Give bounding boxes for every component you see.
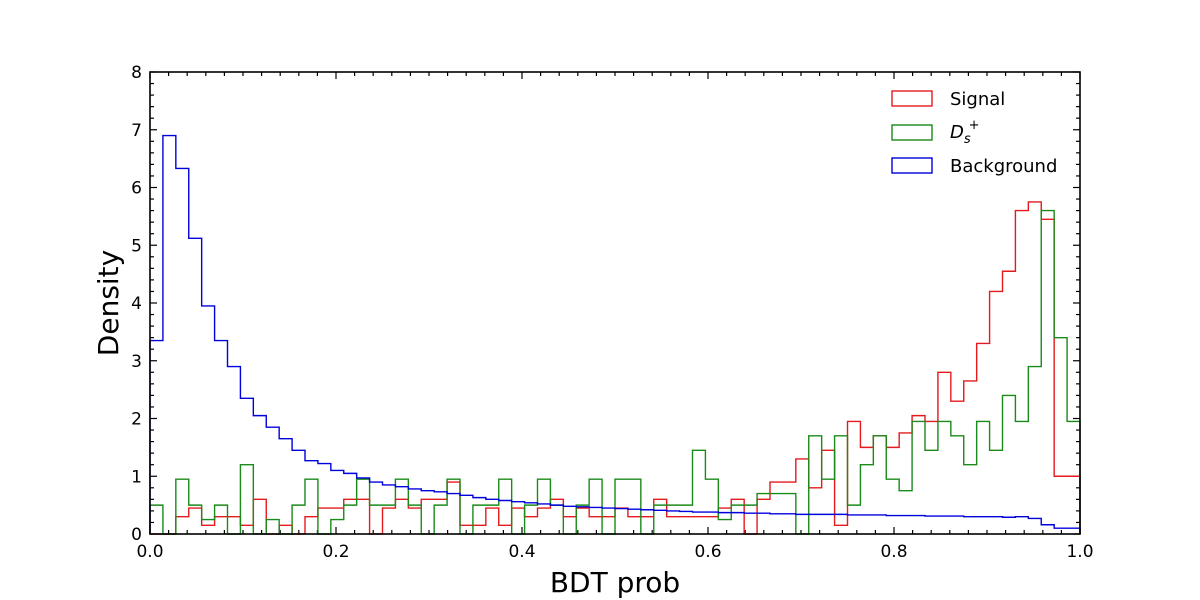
y-tick-label: 1: [131, 467, 142, 487]
y-tick-label: 7: [131, 121, 142, 141]
y-tick-label: 3: [131, 352, 142, 372]
series-background-step: [149, 134, 1081, 534]
legend-label-background: Background: [950, 156, 1057, 177]
series-ds--step: [149, 209, 1081, 535]
legend-label-signal: Signal: [950, 89, 1005, 110]
legend-swatch-ds: [891, 124, 933, 141]
x-tick-label: 0.6: [694, 542, 721, 562]
plot-background: [150, 72, 1080, 534]
y-tick-label: 4: [131, 294, 142, 314]
y-tick-label: 8: [131, 63, 142, 83]
legend-swatch-background: [891, 157, 933, 174]
legend-swatch-signal: [891, 90, 933, 107]
x-tick-label: 0.0: [136, 542, 163, 562]
x-tick-label: 1.0: [1066, 542, 1093, 562]
legend-ds-base: D: [950, 122, 964, 143]
legend-ds-sub: s: [964, 132, 971, 147]
x-axis-title: BDT prob: [550, 566, 680, 599]
legend-ds-sup: +: [969, 118, 980, 133]
y-tick-label: 5: [131, 236, 142, 256]
x-tick-label: 0.2: [322, 542, 349, 562]
x-tick-label: 0.4: [508, 542, 535, 562]
series-layer: [149, 134, 1081, 535]
y-tick-label: 0: [131, 525, 142, 545]
x-tick-label: 0.8: [880, 542, 907, 562]
y-axis-title: Density: [92, 250, 125, 356]
plot-frame: [149, 71, 1081, 535]
y-tick-label: 2: [131, 410, 142, 430]
legend-label-ds: Ds+: [950, 118, 980, 147]
legend: Signal Ds+ Background: [891, 89, 1057, 177]
tick-labels: 0.0 0.2 0.4 0.6 0.8 1.0 0 1 2 3 4 5 6 7 8: [131, 63, 1093, 562]
y-tick-label: 6: [131, 179, 142, 199]
